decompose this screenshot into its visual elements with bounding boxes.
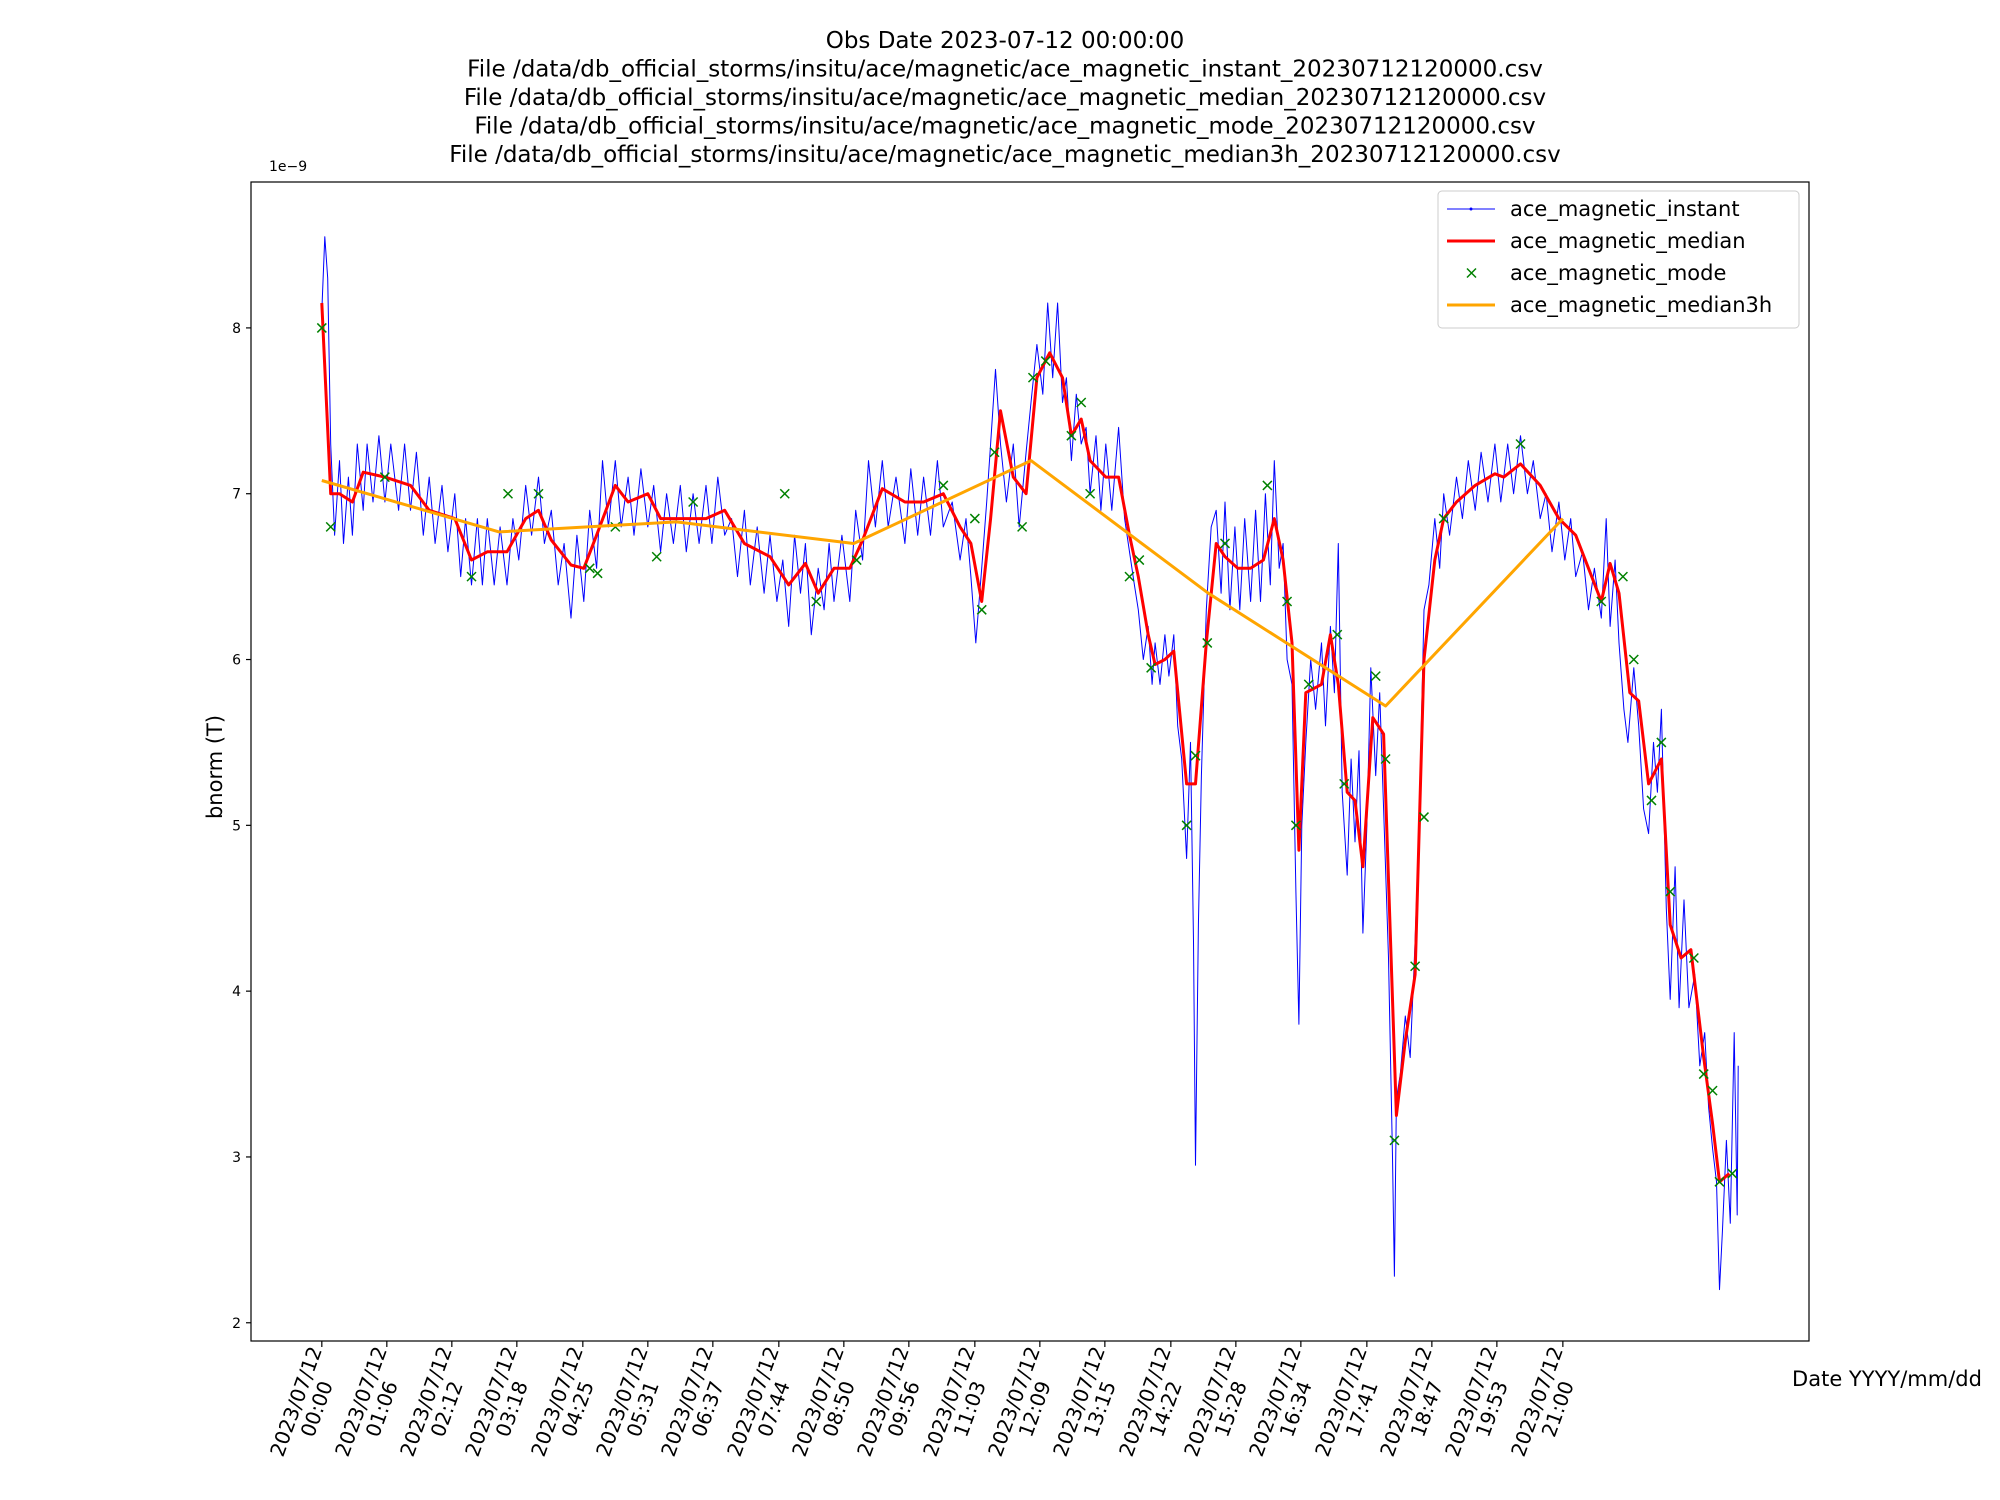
mode-marker <box>316 322 327 333</box>
legend-label: ace_magnetic_median3h <box>1510 293 1772 318</box>
x-axis-label: Date YYYY/mm/dd <box>1792 1367 1982 1391</box>
title-block: Obs Date 2023-07-12 00:00:00 File /data/d… <box>449 28 1560 168</box>
mode-marker <box>989 447 1000 458</box>
mode-marker <box>1418 812 1430 823</box>
mode-marker <box>1219 538 1231 549</box>
mode-marker <box>1332 629 1343 640</box>
mode-marker <box>1714 1176 1725 1187</box>
mode-marker <box>1707 1085 1718 1096</box>
mode-marker <box>1698 1069 1709 1080</box>
mode-marker <box>1596 596 1607 607</box>
mode-marker <box>1290 820 1301 831</box>
mode-marker <box>1202 637 1213 648</box>
legend-label: ace_magnetic_instant <box>1510 197 1740 222</box>
chart-title: File /data/db_official_storms/insitu/ace… <box>464 85 1546 111</box>
chart-title: File /data/db_official_storms/insitu/ace… <box>449 142 1560 168</box>
mode-marker <box>466 571 477 582</box>
mode-marker <box>1370 671 1381 682</box>
mode-marker <box>1262 480 1273 491</box>
mode-marker <box>1076 397 1087 408</box>
y-tick-label: 7 <box>232 487 241 503</box>
mode-marker <box>584 563 595 574</box>
y-tick-label: 6 <box>232 653 241 669</box>
y-tick-label: 3 <box>232 1150 241 1166</box>
chart-title: File /data/db_official_storms/insitu/ace… <box>474 114 1535 140</box>
mode-marker <box>851 555 862 566</box>
y-offset-label: 1e−9 <box>269 159 307 175</box>
mode-marker <box>1339 778 1350 789</box>
mode-marker <box>325 521 336 532</box>
legend-swatch-marker <box>1469 207 1473 211</box>
y-tick-label: 5 <box>232 818 241 834</box>
series-line <box>321 236 1739 1291</box>
mode-marker <box>811 596 822 607</box>
mode-marker <box>1410 961 1421 972</box>
legend-swatch-marker <box>1466 267 1477 279</box>
y-tick-label: 8 <box>232 321 241 337</box>
mode-marker <box>592 568 603 579</box>
mode-marker <box>969 513 980 524</box>
mode-marker <box>1389 1135 1400 1146</box>
y-tick-label: 4 <box>232 984 241 1000</box>
mode-marker <box>502 488 514 499</box>
y-tick-label: 2 <box>232 1316 241 1332</box>
mode-marker <box>1727 1168 1738 1179</box>
mode-marker <box>1027 372 1038 383</box>
mode-marker <box>1438 513 1449 524</box>
legend-label: ace_magnetic_mode <box>1510 261 1726 286</box>
mode-marker <box>1617 571 1628 582</box>
mode-marker <box>1181 820 1192 831</box>
mode-marker <box>533 488 544 499</box>
mode-marker <box>1282 596 1293 607</box>
mode-marker <box>1124 571 1135 582</box>
mode-marker <box>651 551 662 562</box>
plot-frame <box>250 181 1810 1342</box>
mode-marker <box>1190 750 1201 761</box>
mode-marker <box>1017 521 1028 532</box>
mode-marker <box>1665 886 1676 897</box>
series-line <box>321 459 1564 708</box>
mode-marker <box>1085 488 1096 499</box>
mode-marker <box>1303 679 1314 690</box>
mode-marker <box>779 488 790 499</box>
mode-marker <box>938 480 949 491</box>
mode-marker <box>688 496 699 508</box>
chart-title: File /data/db_official_storms/insitu/ace… <box>467 57 1543 83</box>
mode-marker <box>1656 737 1667 748</box>
mode-marker <box>1040 356 1051 367</box>
mode-marker <box>1066 430 1077 441</box>
mode-marker <box>1134 555 1145 566</box>
mode-marker <box>1628 654 1639 665</box>
mode-marker <box>1646 795 1657 806</box>
mode-marker <box>1146 662 1157 673</box>
plot-area <box>316 236 1739 1291</box>
chart-title: Obs Date 2023-07-12 00:00:00 <box>826 28 1185 54</box>
mode-marker <box>379 472 390 483</box>
legend-label: ace_magnetic_median <box>1510 229 1746 254</box>
y-axis-label: bnorm (T) <box>203 715 227 819</box>
legend-box <box>1437 190 1800 329</box>
mode-marker <box>976 604 987 615</box>
mode-marker <box>1688 952 1699 964</box>
mode-marker <box>1515 438 1526 450</box>
series-line <box>320 302 1731 1184</box>
mode-marker <box>1380 753 1391 765</box>
